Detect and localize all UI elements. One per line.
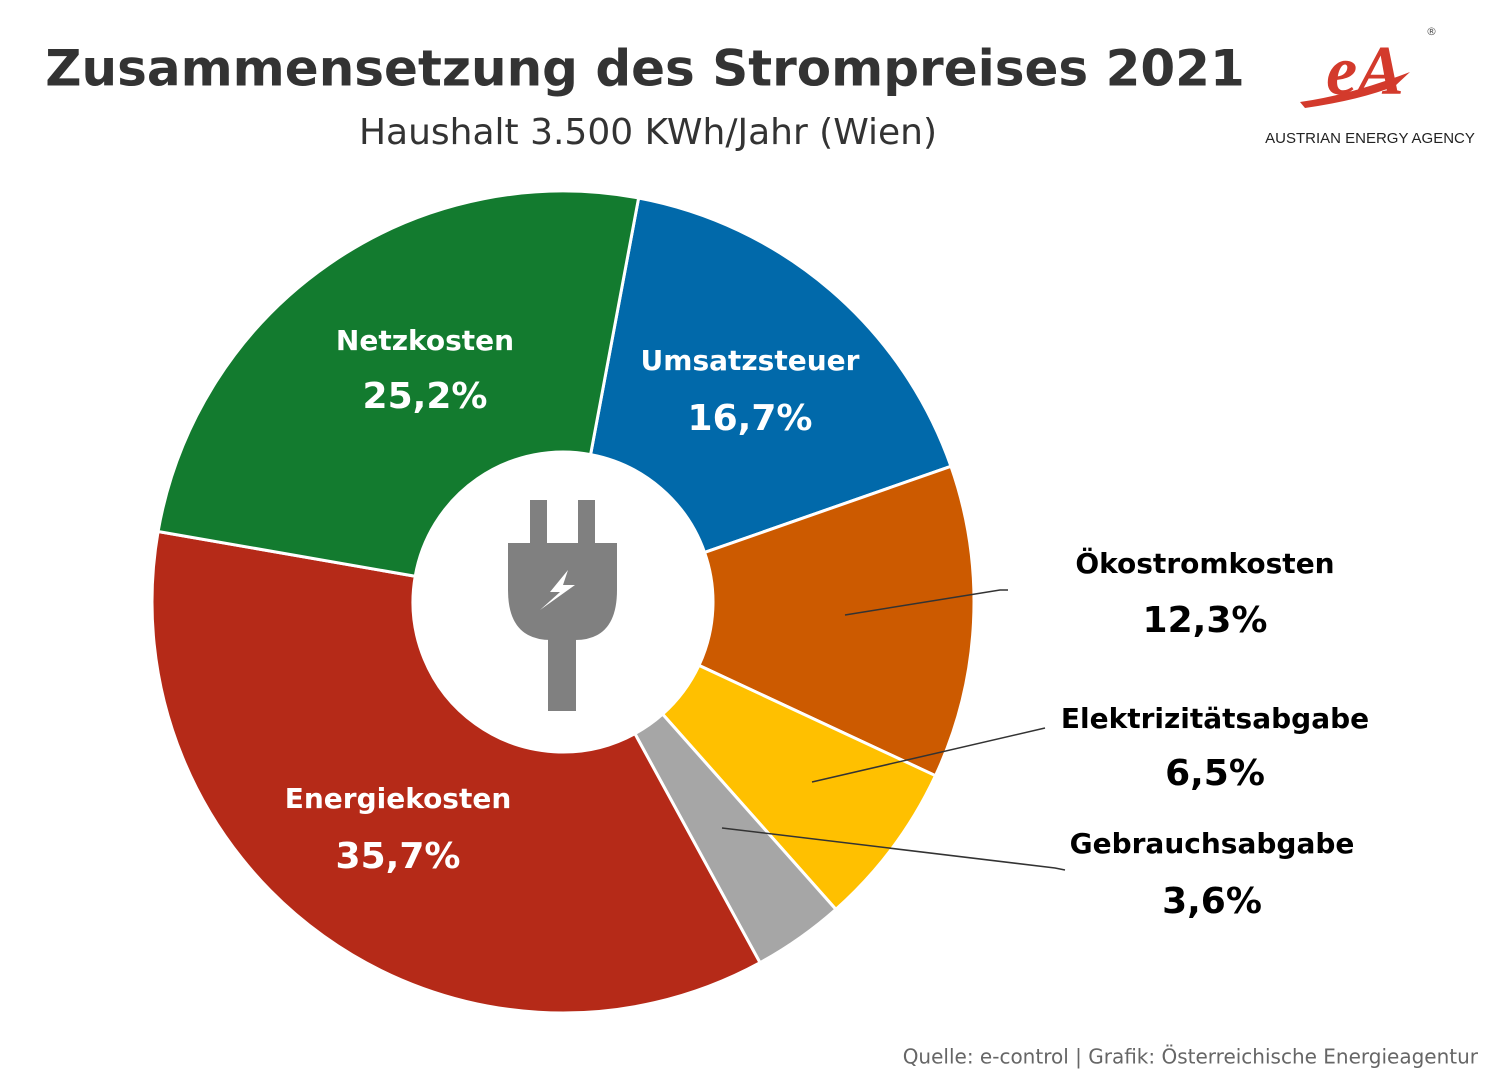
slice — [696, 464, 976, 778]
leader-line — [721, 827, 1066, 871]
slice-value: 3,6% — [1162, 881, 1262, 922]
slice-name: Gebrauchsabgabe — [1070, 827, 1355, 860]
leader-line — [811, 727, 1046, 783]
leader-line — [844, 589, 1008, 616]
source: Quelle: e-control | Grafik: Österreichis… — [903, 1045, 1479, 1069]
slice-name: Netzkosten — [336, 324, 514, 357]
logo-swoosh — [1300, 72, 1410, 108]
slice-value: 16,7% — [688, 398, 813, 439]
slice-name: Ökostromkosten — [1075, 546, 1334, 580]
logo-mark: ® — [1426, 25, 1437, 38]
slice-value: 35,7% — [336, 836, 461, 877]
donut — [150, 189, 976, 1015]
slice-name: Umsatzsteuer — [641, 344, 860, 377]
chart-subtitle: Haushalt 3.500 KWh/Jahr (Wien) — [359, 112, 937, 153]
logo-text: AUSTRIAN ENERGY AGENCY — [1265, 130, 1475, 147]
slice-value: 25,2% — [363, 376, 488, 417]
slice — [150, 529, 763, 1015]
slice-name: Energiekosten — [285, 782, 512, 815]
slice — [588, 196, 953, 555]
chart-title: Zusammensetzung des Strompreises 2021 — [45, 40, 1245, 98]
plug-cable — [548, 638, 576, 711]
plug-bolt — [540, 570, 575, 610]
slice-name: Elektrizitätsabgabe — [1061, 702, 1369, 735]
slice — [156, 189, 641, 578]
logo-letters: eA — [1326, 33, 1404, 110]
plug-pin — [530, 500, 547, 545]
plug-icon — [508, 500, 617, 711]
logo: eA ® AUSTRIAN ENERGY AGENCY — [1265, 25, 1475, 147]
slice-value: 12,3% — [1143, 600, 1268, 641]
slice-value: 6,5% — [1165, 753, 1265, 794]
plug-pin — [578, 500, 595, 545]
